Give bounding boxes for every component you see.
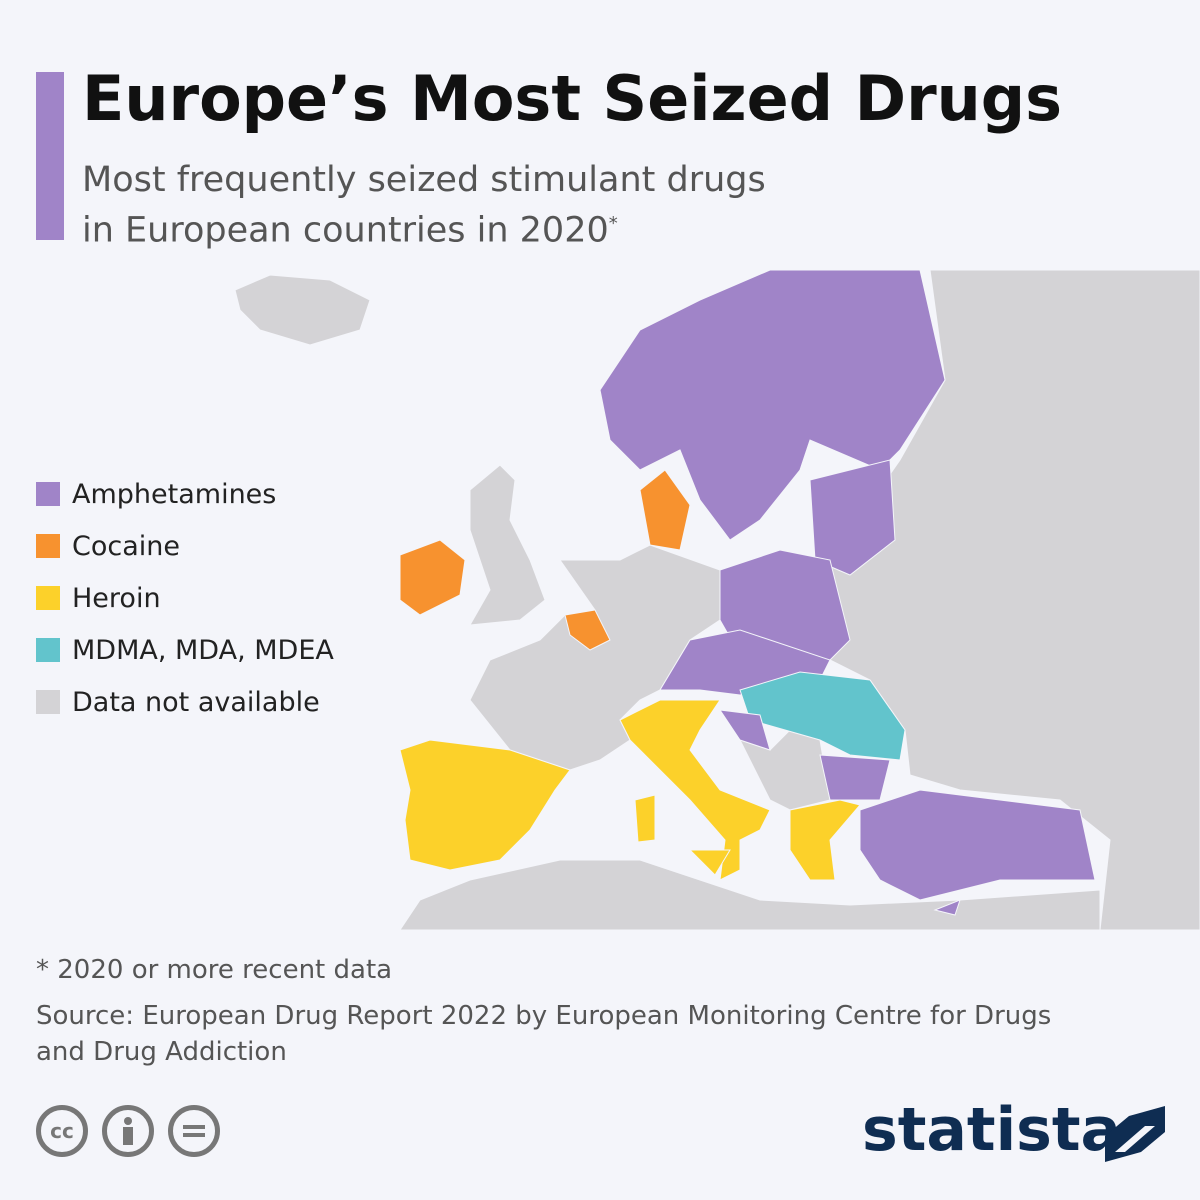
legend: Amphetamines Cocaine Heroin MDMA, MDA, MDEA… [36, 468, 334, 728]
legend-swatch [36, 482, 60, 506]
by-icon[interactable] [102, 1105, 154, 1157]
legend-swatch [36, 638, 60, 662]
scandinavia [599, 269, 946, 541]
turkey [859, 789, 1096, 901]
sicily [688, 849, 731, 876]
license-icons: cc [36, 1105, 220, 1157]
bulgaria [819, 754, 891, 801]
iceland [234, 274, 371, 346]
legend-item: Cocaine [36, 520, 334, 572]
baltics [809, 459, 896, 576]
greece [789, 799, 861, 881]
source: Source: European Drug Report 2022 by Eur… [36, 1001, 1052, 1067]
legend-item: Data not available [36, 676, 334, 728]
poland [719, 549, 851, 661]
title: Europe’s Most Seized Drugs [82, 62, 1063, 135]
legend-swatch [36, 586, 60, 610]
subtitle: Most frequently seized stimulant drugs i… [82, 158, 766, 253]
croatia [718, 709, 771, 751]
brand-logo [1105, 1106, 1165, 1162]
legend-item: MDMA, MDA, MDEA [36, 624, 334, 676]
footnote: * 2020 or more recent data [36, 955, 393, 985]
legend-label: MDMA, MDA, MDEA [72, 634, 334, 666]
iberia [399, 739, 571, 871]
legend-swatch [36, 534, 60, 558]
denmark [639, 469, 691, 551]
cyprus [933, 899, 961, 916]
legend-label: Data not available [72, 686, 320, 718]
subtitle-line: Most frequently seized stimulant drugs [82, 160, 766, 200]
uk [469, 464, 546, 626]
brand[interactable]: statista [862, 1095, 1122, 1165]
legend-label: Amphetamines [72, 478, 277, 510]
legend-label: Cocaine [72, 530, 180, 562]
subtitle-text: in European countries in 2020 [82, 210, 609, 251]
legend-swatch [36, 690, 60, 714]
ireland [399, 539, 466, 616]
sardinia [634, 794, 656, 843]
belgium [564, 609, 611, 651]
nd-icon[interactable] [168, 1105, 220, 1157]
hungary-romania [739, 671, 906, 761]
title-accent [36, 72, 64, 240]
countries [234, 269, 1200, 931]
subtitle-mark: * [608, 213, 618, 234]
africa [399, 859, 1101, 931]
italy [619, 699, 771, 881]
cc-icon[interactable]: cc [36, 1105, 88, 1157]
legend-item: Heroin [36, 572, 334, 624]
legend-label: Heroin [72, 582, 161, 614]
legend-item: Amphetamines [36, 468, 334, 520]
subtitle-line: in European countries in 2020* [82, 202, 766, 253]
